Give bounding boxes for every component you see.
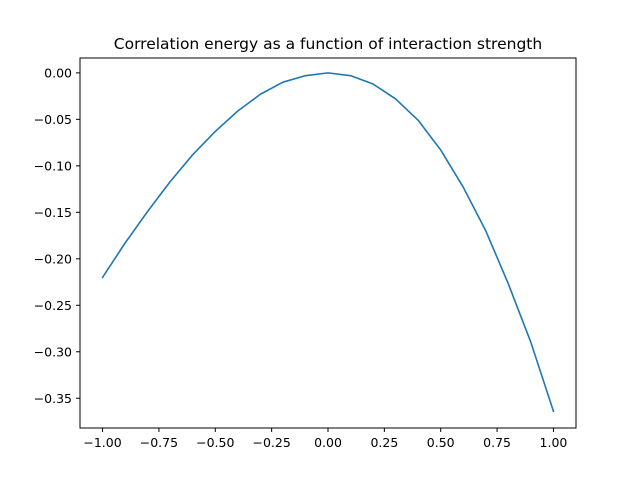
chart-title: Correlation energy as a function of inte… <box>114 35 542 53</box>
x-tick-label: 0.75 <box>483 435 511 450</box>
x-tick-label: 1.00 <box>540 435 568 450</box>
y-tick-label: −0.05 <box>34 112 72 127</box>
plot-area: −1.00 −0.75 −0.50 −0.25 0.00 0.25 0.50 0.75 1.00… <box>34 65 568 450</box>
y-tick-label: −0.30 <box>34 344 72 359</box>
y-tick-label: −0.35 <box>34 391 72 406</box>
y-tick-label: −0.10 <box>34 158 72 173</box>
x-tick-label: −1.00 <box>83 435 121 450</box>
x-tick-label: 0.25 <box>370 435 398 450</box>
y-tick-label: −0.25 <box>34 298 72 313</box>
series-line <box>101 72 555 413</box>
axes-frame <box>79 57 577 429</box>
x-tick-label: −0.75 <box>140 435 178 450</box>
x-tick-label: 0.50 <box>427 435 455 450</box>
y-tick-label: −0.20 <box>34 251 72 266</box>
y-tick-label: 0.00 <box>44 65 72 80</box>
x-tick-label: 0.00 <box>314 435 342 450</box>
x-tick-label: −0.25 <box>252 435 290 450</box>
x-tick-label: −0.50 <box>196 435 234 450</box>
y-tick-label: −0.15 <box>34 205 72 220</box>
